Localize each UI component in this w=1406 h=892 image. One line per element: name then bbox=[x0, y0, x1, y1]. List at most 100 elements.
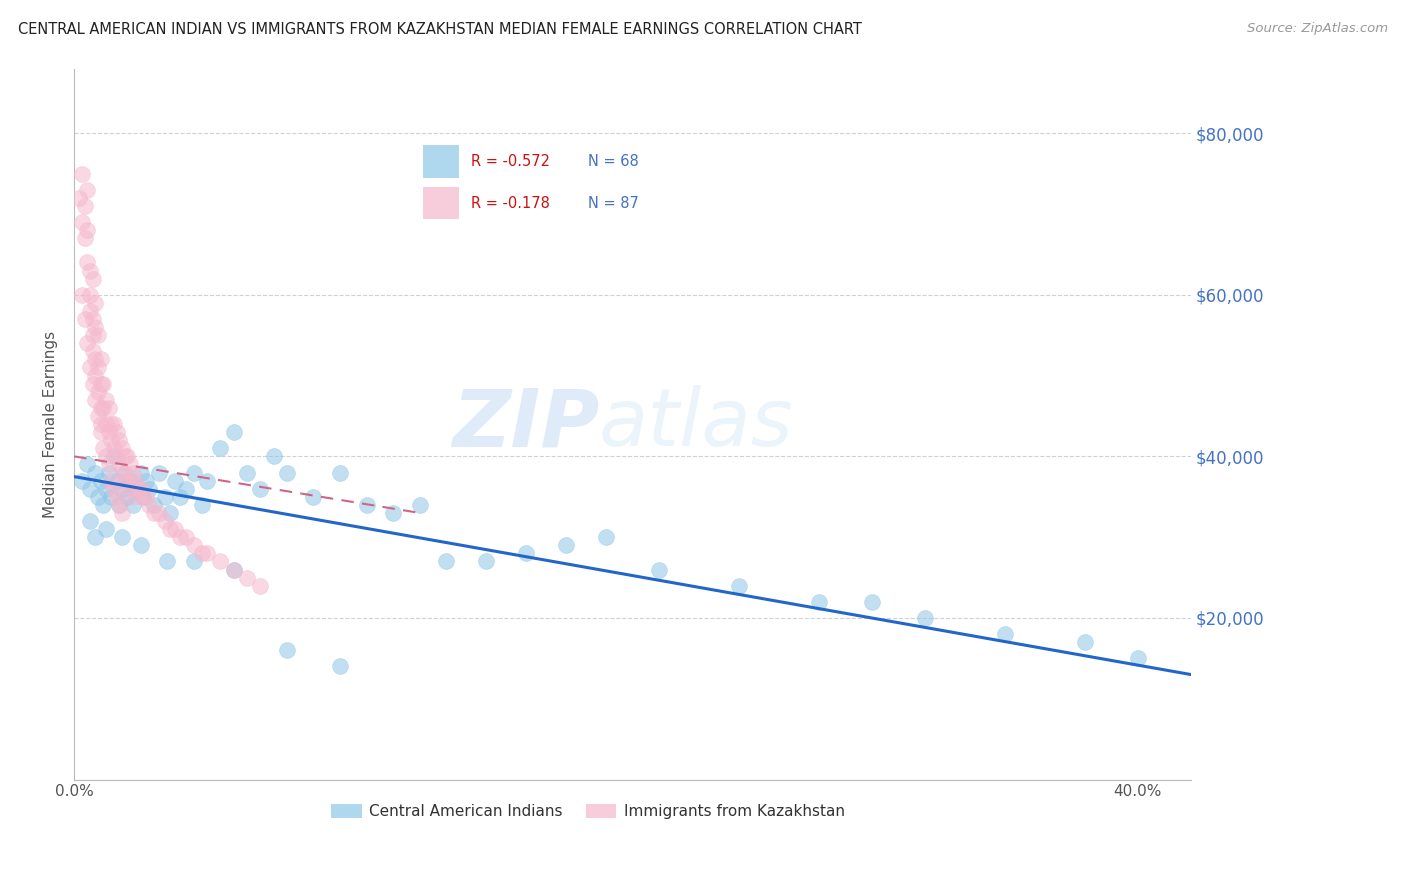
Text: atlas: atlas bbox=[599, 385, 794, 463]
Point bbox=[249, 579, 271, 593]
Point bbox=[76, 183, 98, 197]
Point bbox=[409, 498, 432, 512]
Point bbox=[159, 506, 181, 520]
Point bbox=[475, 554, 498, 568]
Point bbox=[90, 474, 112, 488]
Point bbox=[169, 530, 191, 544]
Point bbox=[93, 376, 115, 391]
Point bbox=[222, 562, 245, 576]
Point bbox=[209, 442, 232, 456]
Point bbox=[190, 546, 212, 560]
Point bbox=[94, 522, 117, 536]
Point bbox=[93, 498, 115, 512]
Point bbox=[114, 466, 136, 480]
Point bbox=[276, 643, 298, 657]
Point bbox=[97, 425, 120, 439]
Point bbox=[82, 271, 104, 285]
Point bbox=[153, 514, 176, 528]
Point bbox=[276, 466, 298, 480]
Point bbox=[515, 546, 537, 560]
Point bbox=[105, 490, 128, 504]
Point bbox=[87, 409, 110, 423]
Point bbox=[82, 376, 104, 391]
Point bbox=[94, 392, 117, 407]
Point bbox=[183, 554, 205, 568]
Point bbox=[84, 352, 107, 367]
Point bbox=[79, 482, 101, 496]
Point bbox=[165, 522, 187, 536]
Point bbox=[222, 425, 245, 439]
Point bbox=[648, 562, 671, 576]
Point bbox=[159, 522, 181, 536]
Point bbox=[90, 401, 112, 415]
Point bbox=[90, 352, 112, 367]
Point bbox=[124, 474, 146, 488]
Point bbox=[100, 434, 122, 448]
Point bbox=[434, 554, 457, 568]
Point bbox=[142, 498, 165, 512]
Point bbox=[183, 538, 205, 552]
Point bbox=[87, 490, 110, 504]
Point bbox=[118, 458, 141, 472]
Point bbox=[994, 627, 1017, 641]
Point bbox=[111, 482, 134, 496]
Point bbox=[1073, 635, 1095, 649]
Point bbox=[84, 530, 107, 544]
Point bbox=[142, 506, 165, 520]
Text: CENTRAL AMERICAN INDIAN VS IMMIGRANTS FROM KAZAKHSTAN MEDIAN FEMALE EARNINGS COR: CENTRAL AMERICAN INDIAN VS IMMIGRANTS FR… bbox=[18, 22, 862, 37]
Point bbox=[135, 474, 157, 488]
Point bbox=[382, 506, 405, 520]
Point bbox=[84, 466, 107, 480]
Point bbox=[807, 595, 830, 609]
Point bbox=[105, 425, 128, 439]
Point bbox=[236, 466, 259, 480]
Point bbox=[76, 336, 98, 351]
Point bbox=[118, 474, 141, 488]
Point bbox=[84, 320, 107, 334]
Point bbox=[87, 328, 110, 343]
Point bbox=[100, 417, 122, 431]
Point bbox=[195, 474, 218, 488]
Point bbox=[183, 466, 205, 480]
Point bbox=[114, 450, 136, 464]
Point bbox=[97, 401, 120, 415]
Point bbox=[174, 530, 197, 544]
Point bbox=[728, 579, 751, 593]
Point bbox=[138, 498, 160, 512]
Text: ZIP: ZIP bbox=[451, 385, 599, 463]
Point bbox=[70, 474, 93, 488]
Point bbox=[129, 466, 152, 480]
Point bbox=[1126, 651, 1149, 665]
Point bbox=[169, 490, 191, 504]
Point bbox=[329, 659, 352, 673]
Point bbox=[70, 287, 93, 301]
Point bbox=[82, 312, 104, 326]
Point bbox=[118, 482, 141, 496]
Point bbox=[94, 482, 117, 496]
Point bbox=[121, 490, 143, 504]
Point bbox=[100, 490, 122, 504]
Point bbox=[117, 490, 139, 504]
Point bbox=[84, 392, 107, 407]
Point bbox=[103, 450, 125, 464]
Point bbox=[93, 401, 115, 415]
Point bbox=[90, 376, 112, 391]
Point bbox=[914, 611, 936, 625]
Point bbox=[111, 530, 134, 544]
Point bbox=[111, 506, 134, 520]
Point bbox=[195, 546, 218, 560]
Point bbox=[121, 466, 143, 480]
Point bbox=[174, 482, 197, 496]
Point bbox=[135, 490, 157, 504]
Point bbox=[117, 474, 139, 488]
Point bbox=[79, 263, 101, 277]
Point bbox=[93, 442, 115, 456]
Point bbox=[105, 450, 128, 464]
Point bbox=[73, 312, 96, 326]
Point bbox=[108, 458, 131, 472]
Point bbox=[103, 442, 125, 456]
Point bbox=[356, 498, 378, 512]
Point bbox=[236, 571, 259, 585]
Point bbox=[90, 417, 112, 431]
Point bbox=[108, 498, 131, 512]
